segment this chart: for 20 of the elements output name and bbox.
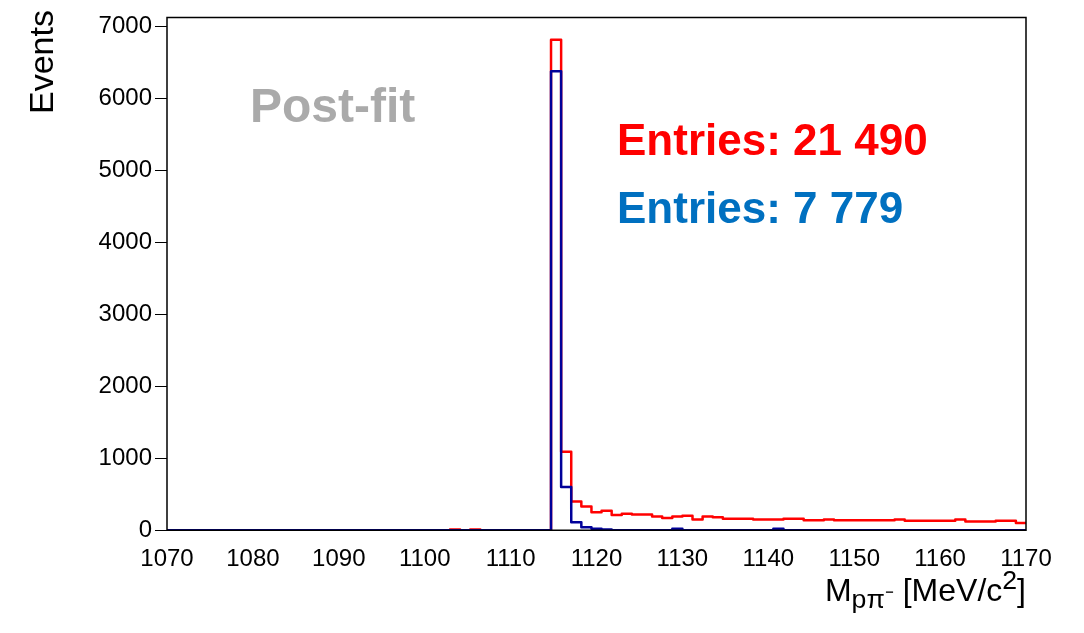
annotation: Entries: 21 490 [617, 115, 928, 165]
x-tick-label: 1070 [140, 544, 194, 572]
y-tick-label: 5000 [98, 155, 152, 183]
x-tick-label: 1130 [656, 544, 709, 572]
x-tick-label: 1080 [226, 544, 280, 572]
y-tick-label: 4000 [98, 227, 152, 255]
y-tick-label: 7000 [98, 11, 152, 39]
y-tick-label: 3000 [98, 299, 152, 327]
x-tick-label: 1090 [312, 544, 366, 572]
y-tick-label: 0 [138, 514, 152, 542]
x-tick-label: 1120 [570, 544, 623, 572]
x-tick-label: 1140 [742, 544, 795, 572]
x-tick-label: 1110 [485, 544, 536, 572]
y-tick-label: 2000 [98, 370, 152, 398]
y-tick-label: 1000 [98, 442, 152, 470]
y-axis-title: Events [22, 10, 61, 114]
x-tick-label: 1100 [398, 544, 451, 572]
annotation: Post-fit [250, 78, 416, 133]
y-tick-label: 6000 [98, 83, 152, 111]
annotation: Entries: 7 779 [617, 183, 904, 233]
